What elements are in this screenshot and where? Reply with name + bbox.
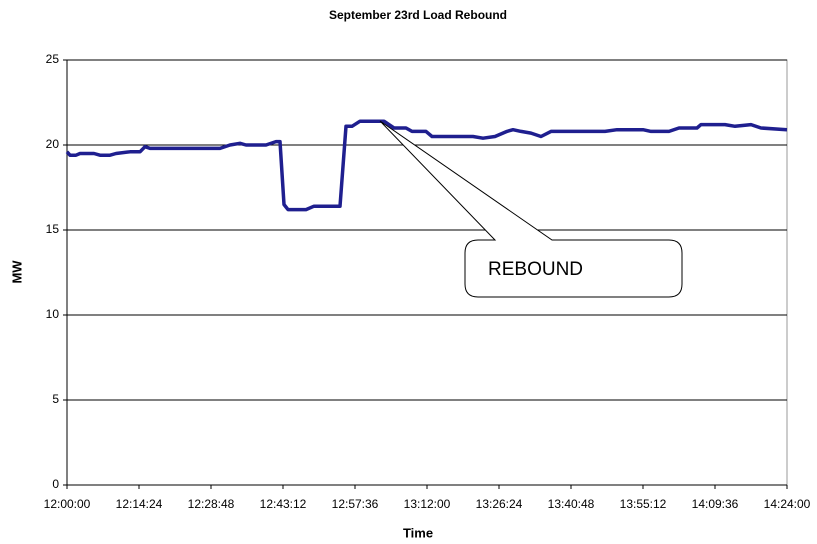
x-tick-label: 13:55:12 [620, 497, 667, 511]
data-line [65, 119, 788, 212]
chart-title: September 23rd Load Rebound [329, 8, 507, 22]
x-tick-label: 12:57:36 [332, 497, 379, 511]
y-tick-label: 15 [46, 222, 60, 236]
x-axis-title: Time [403, 525, 433, 540]
y-tick-label: 10 [46, 307, 60, 321]
y-tick-label: 0 [52, 477, 59, 491]
y-tick-label: 25 [46, 52, 60, 66]
x-tick-label: 13:26:24 [476, 497, 523, 511]
x-tick-label: 12:28:48 [188, 497, 235, 511]
x-tick-label: 12:43:12 [260, 497, 307, 511]
y-tick-label: 5 [52, 392, 59, 406]
x-tick-label: 13:40:48 [548, 497, 595, 511]
callout: REBOUND [379, 120, 683, 298]
x-tick-label: 14:09:36 [692, 497, 739, 511]
x-tick-label: 14:24:00 [764, 497, 811, 511]
plot-area: 0 5 10 15 20 25 12:00:00 12:14:24 12:28:48 12:43:… [44, 52, 811, 511]
x-tick-label: 13:12:00 [404, 497, 451, 511]
y-axis-title: MW [9, 260, 24, 284]
annotation: REBOUND [488, 259, 583, 280]
x-tick-label: 12:14:24 [116, 497, 163, 511]
x-tick-label: 12:00:00 [44, 497, 91, 511]
callout-shape [379, 120, 683, 298]
y-tick-label: 20 [46, 137, 60, 151]
